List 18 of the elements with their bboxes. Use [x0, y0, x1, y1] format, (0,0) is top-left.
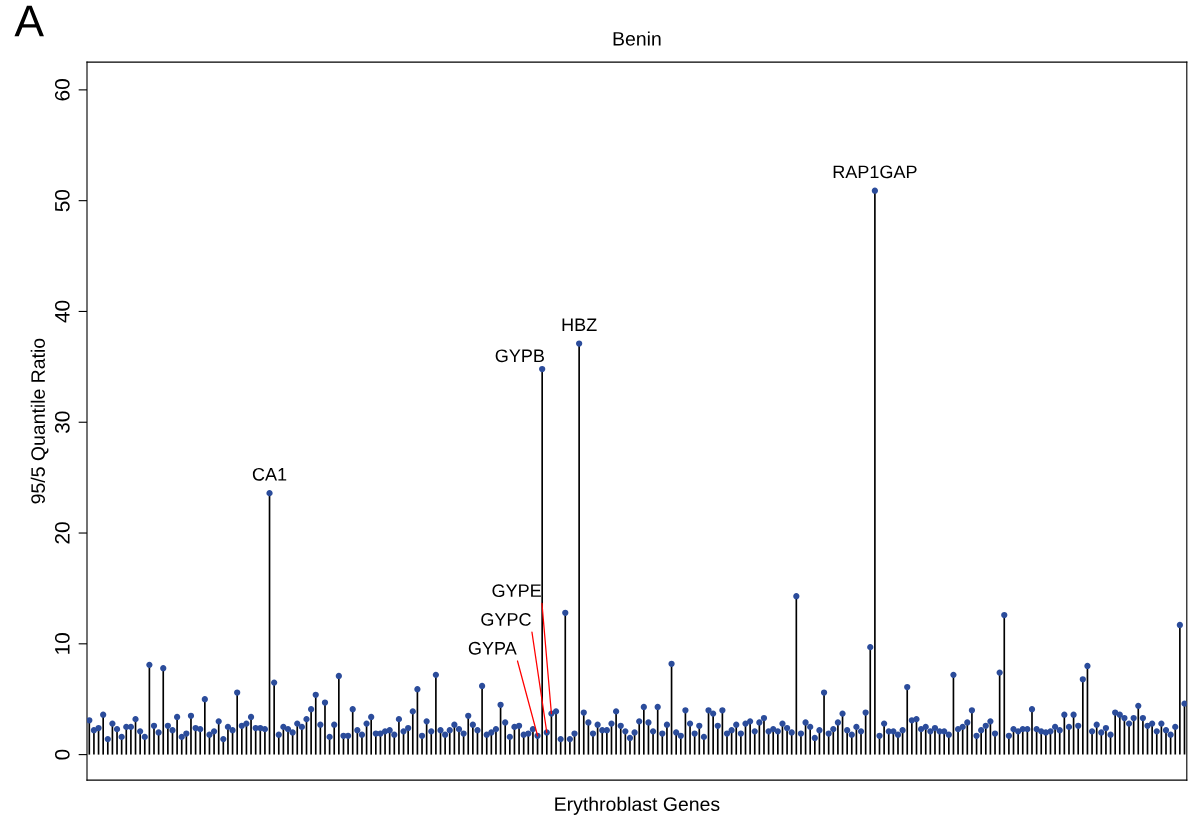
y-tick-label: 60: [54, 79, 70, 101]
data-label: GYPE: [492, 584, 541, 598]
y-tick-label: 40: [54, 300, 70, 323]
y-tick-label: 10: [54, 633, 70, 654]
y-tick-label: 50: [54, 189, 70, 212]
y-tick-label: 0: [54, 749, 70, 760]
y-tick-label: 30: [54, 411, 70, 434]
x-axis-title: Erythroblast Genes: [555, 796, 720, 815]
data-label: RAP1GAP: [833, 165, 917, 179]
y-tick-label: 20: [54, 522, 70, 544]
data-label: HBZ: [562, 318, 597, 331]
data-label: GYPB: [495, 349, 544, 363]
data-label: CA1: [252, 467, 287, 481]
data-label: GYPA: [468, 641, 517, 655]
data-label: GYPC: [481, 613, 531, 626]
y-axis-title: 95/5 Quantile Ratio: [30, 338, 49, 504]
text: A: [14, 5, 44, 37]
chart-title: Benin: [613, 31, 661, 46]
